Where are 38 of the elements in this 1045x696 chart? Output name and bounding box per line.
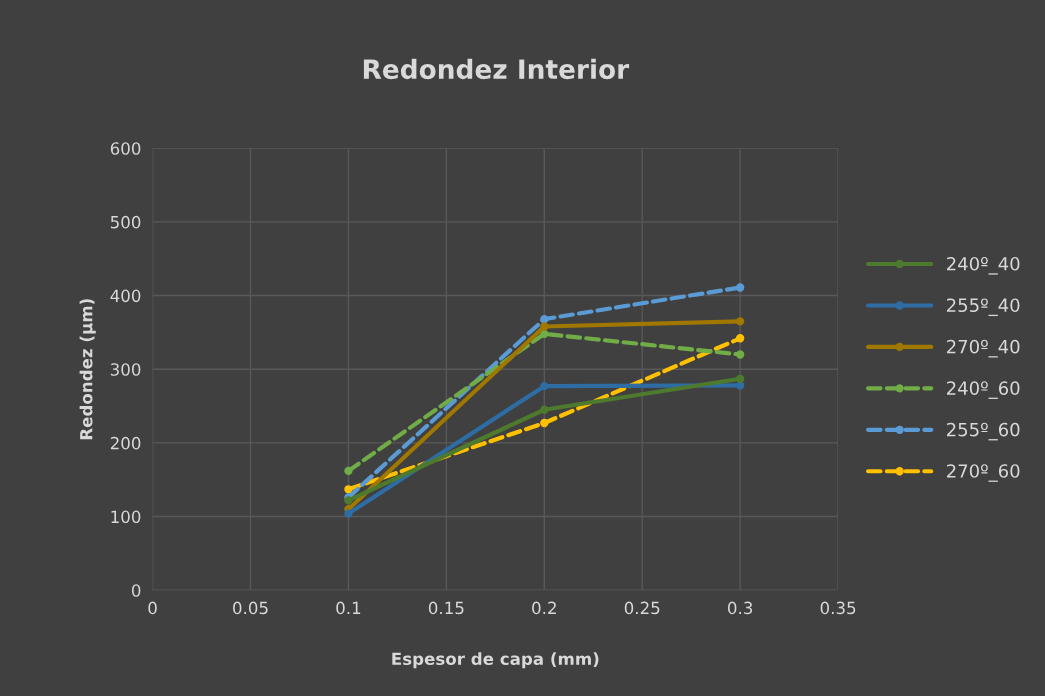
- point: [735, 374, 745, 383]
- y-tick-label: 600: [110, 142, 141, 155]
- point: [540, 329, 549, 339]
- y-tick-label: 300: [110, 363, 141, 376]
- x-tick-label: 0.15: [428, 601, 464, 615]
- legend-label: 240º_40: [947, 256, 1020, 275]
- point: [344, 485, 353, 494]
- x-tick-label: 0: [148, 601, 157, 615]
- y-tick-label: 400: [110, 289, 141, 303]
- x-tick-label: 0.05: [233, 601, 268, 615]
- legend-label: 240º_60: [947, 381, 1020, 399]
- point: [540, 418, 549, 428]
- point: [540, 314, 549, 324]
- x-tick-label: 0.1: [336, 601, 361, 615]
- point: [344, 509, 353, 518]
- point: [735, 350, 745, 359]
- y-tick-label: 200: [110, 436, 141, 450]
- x-tick-label: 0.3: [728, 601, 753, 615]
- legend-label: 255º_40: [947, 298, 1020, 317]
- legend-label: 255º_60: [947, 422, 1020, 441]
- legend-label: 270º_40: [947, 339, 1020, 358]
- x-tick-label: 0.2: [532, 601, 556, 615]
- point: [344, 466, 353, 476]
- x-tick-label: 0.35: [820, 601, 856, 615]
- chart-title: Redondez Interior: [363, 58, 630, 80]
- point: [735, 283, 745, 292]
- point: [540, 322, 549, 331]
- y-tick-label: 500: [110, 215, 141, 229]
- point: [540, 382, 549, 391]
- y-tick-label: 0: [131, 584, 141, 597]
- point: [735, 334, 745, 343]
- point: [735, 317, 745, 326]
- x-tick-label: 0.25: [624, 601, 660, 615]
- point: [540, 405, 549, 414]
- x-axis-title: Espesor de capa (mm): [392, 652, 599, 669]
- legend-label: 270º_60: [947, 464, 1020, 482]
- y-tick-label: 100: [111, 510, 141, 524]
- y-axis-title: Redondez (µm): [79, 299, 96, 440]
